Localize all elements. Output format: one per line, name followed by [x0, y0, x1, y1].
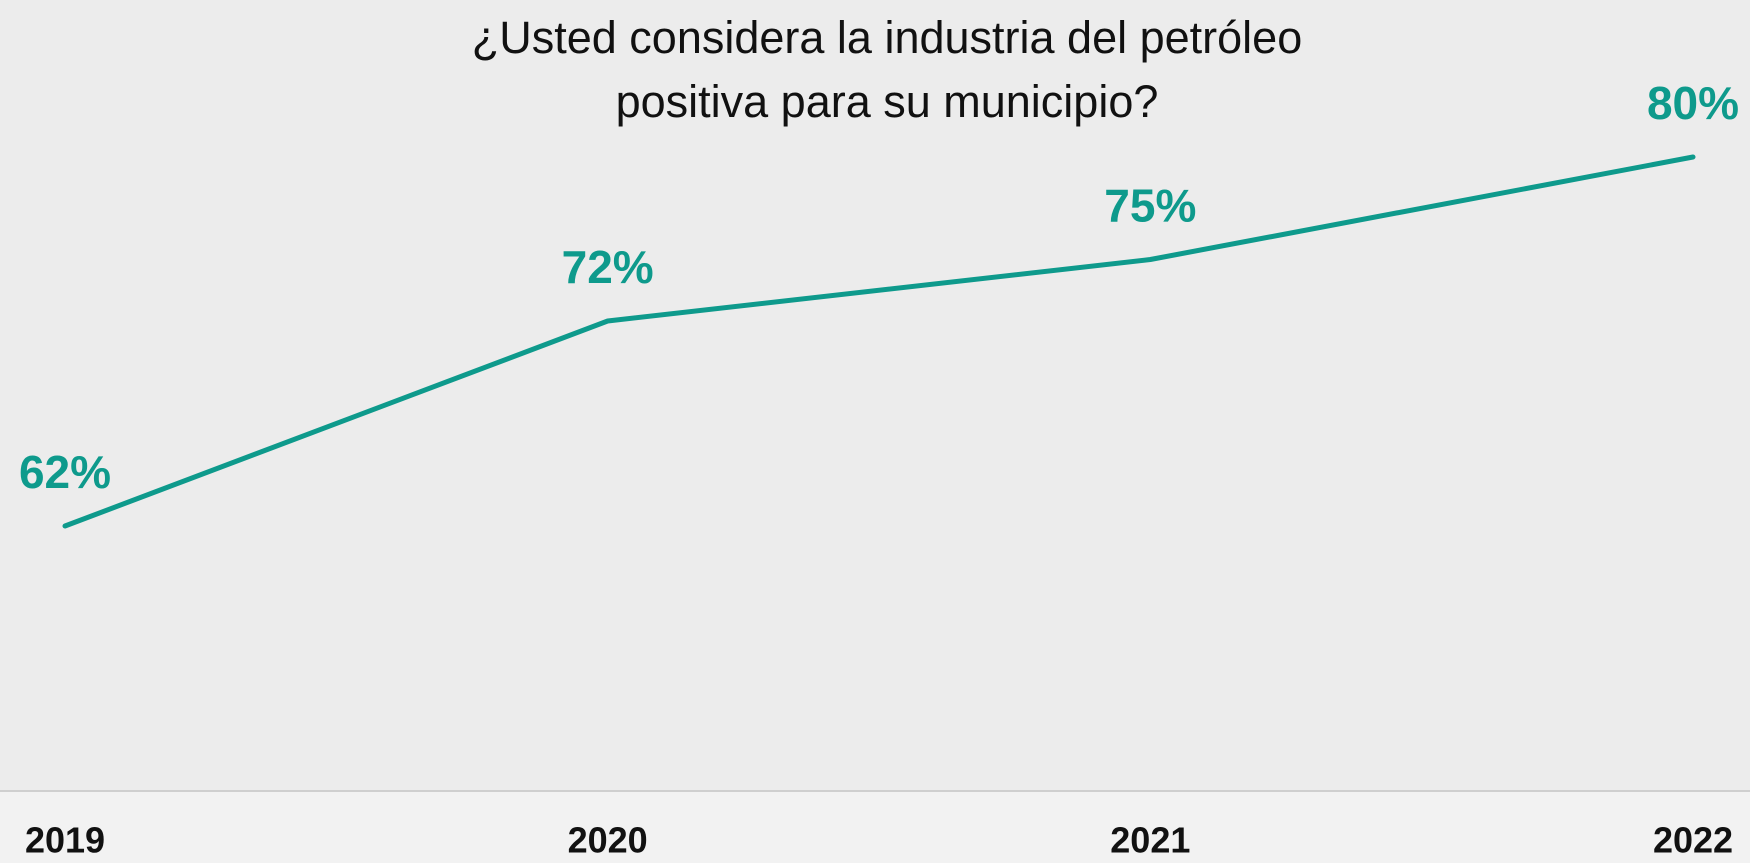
data-label: 80% [1647, 77, 1739, 129]
x-tick-label: 2022 [1653, 820, 1733, 861]
axis-band [0, 791, 1750, 863]
x-tick-label: 2020 [568, 820, 648, 861]
chart-title: ¿Usted considera la industria del petról… [471, 12, 1303, 127]
line [62, 154, 1696, 529]
data-label: 75% [1104, 180, 1196, 232]
x-tick-label: 2019 [25, 820, 105, 861]
x-tick-label: 2021 [1110, 820, 1190, 861]
data-label: 62% [19, 446, 111, 498]
data-label: 72% [562, 241, 654, 293]
